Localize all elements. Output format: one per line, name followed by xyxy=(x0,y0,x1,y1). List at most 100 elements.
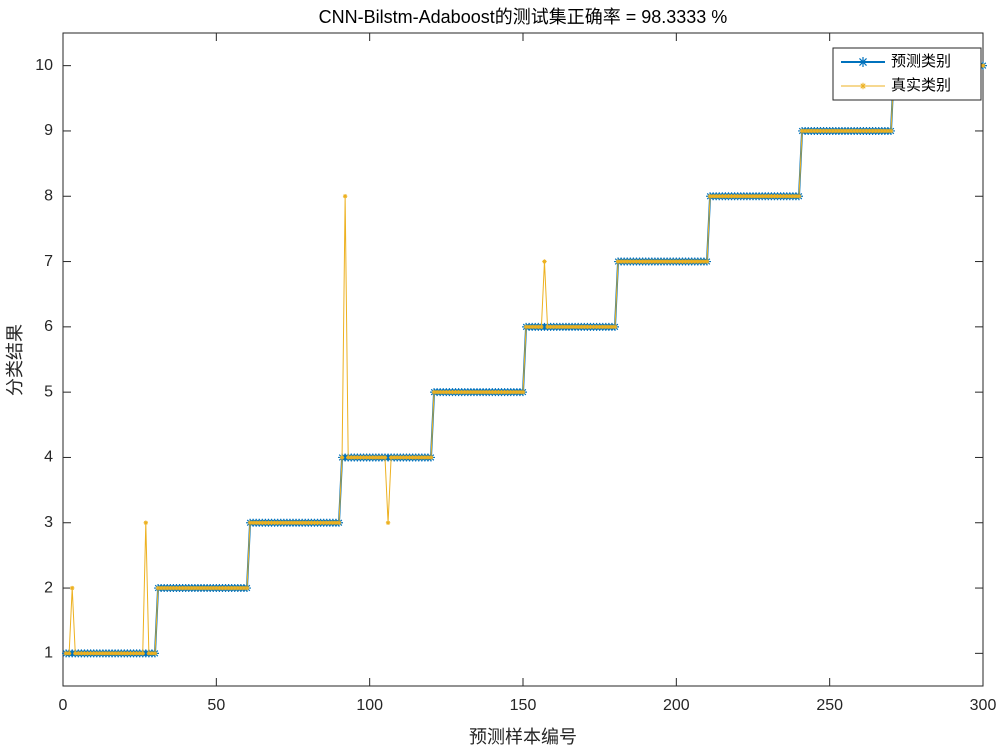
marker xyxy=(517,389,523,395)
marker xyxy=(836,128,842,134)
x-tick-label: 50 xyxy=(207,697,225,714)
legend-marker xyxy=(858,57,868,67)
marker xyxy=(793,194,799,199)
legend-marker xyxy=(859,82,867,90)
marker xyxy=(398,455,403,460)
marker xyxy=(474,389,480,395)
marker xyxy=(634,259,639,264)
legend-box xyxy=(832,47,982,101)
marker xyxy=(373,455,378,460)
marker xyxy=(511,389,516,395)
marker xyxy=(852,128,857,134)
marker xyxy=(346,455,351,460)
legend-label: 真实类别 xyxy=(891,76,951,94)
marker xyxy=(419,455,424,460)
marker xyxy=(208,585,213,591)
marker xyxy=(781,194,786,199)
marker xyxy=(73,651,78,656)
marker xyxy=(569,324,575,330)
marker xyxy=(260,520,265,525)
x-tick-label: 200 xyxy=(663,697,690,714)
marker xyxy=(784,194,789,199)
marker xyxy=(855,128,860,134)
y-axis-label: 分类结果 xyxy=(5,324,25,396)
marker xyxy=(806,128,811,134)
marker xyxy=(775,194,780,199)
marker xyxy=(192,585,198,591)
marker xyxy=(407,455,412,460)
marker xyxy=(772,194,777,199)
marker xyxy=(585,324,590,330)
marker xyxy=(364,455,369,460)
marker xyxy=(171,585,176,591)
marker xyxy=(631,259,636,264)
marker xyxy=(618,259,624,264)
marker xyxy=(143,520,148,525)
marker xyxy=(833,128,838,134)
y-tick-label: 8 xyxy=(44,187,53,204)
marker xyxy=(606,324,612,330)
marker xyxy=(300,520,305,525)
marker xyxy=(106,651,112,656)
marker xyxy=(649,259,654,264)
marker xyxy=(223,585,228,591)
marker xyxy=(204,585,210,591)
marker xyxy=(723,194,728,199)
marker xyxy=(66,651,72,656)
marker xyxy=(174,585,179,591)
marker xyxy=(726,194,731,199)
marker xyxy=(505,389,510,395)
marker xyxy=(554,324,559,330)
marker xyxy=(281,520,286,525)
marker xyxy=(530,324,535,330)
marker xyxy=(100,651,106,656)
marker xyxy=(591,324,596,330)
marker xyxy=(790,194,796,199)
x-tick-label: 0 xyxy=(59,697,68,714)
marker xyxy=(85,651,90,656)
marker xyxy=(134,651,139,656)
marker xyxy=(324,520,329,525)
marker xyxy=(818,128,823,134)
marker xyxy=(250,520,256,525)
marker xyxy=(284,520,290,525)
x-tick-label: 300 xyxy=(970,697,997,714)
marker xyxy=(597,324,602,330)
marker xyxy=(766,194,771,199)
marker xyxy=(290,520,296,525)
marker xyxy=(652,259,658,264)
marker xyxy=(848,128,854,134)
marker xyxy=(710,194,716,199)
marker xyxy=(582,324,587,330)
marker xyxy=(119,651,124,656)
marker xyxy=(658,259,664,264)
marker xyxy=(600,324,605,330)
marker xyxy=(392,455,397,460)
marker xyxy=(462,389,467,395)
chart-title: CNN-Bilstm-Adaboost的测试集正确率 = 98.3333 % xyxy=(319,7,728,27)
marker xyxy=(198,585,204,591)
marker xyxy=(707,194,713,199)
marker xyxy=(735,194,740,199)
marker xyxy=(625,259,630,264)
marker xyxy=(76,651,81,656)
marker xyxy=(747,194,753,199)
marker xyxy=(149,651,155,656)
marker xyxy=(422,455,428,460)
marker xyxy=(760,194,765,199)
marker xyxy=(266,520,271,525)
marker xyxy=(321,520,326,525)
y-tick-label: 7 xyxy=(44,253,53,270)
marker xyxy=(858,128,863,134)
marker xyxy=(870,128,875,134)
marker xyxy=(342,194,348,199)
marker xyxy=(232,585,237,591)
marker xyxy=(732,194,737,199)
marker xyxy=(287,520,293,525)
marker xyxy=(557,324,562,330)
x-tick-label: 150 xyxy=(510,697,537,714)
marker xyxy=(103,651,109,656)
marker xyxy=(431,389,437,395)
marker xyxy=(275,520,280,525)
marker xyxy=(404,455,409,460)
